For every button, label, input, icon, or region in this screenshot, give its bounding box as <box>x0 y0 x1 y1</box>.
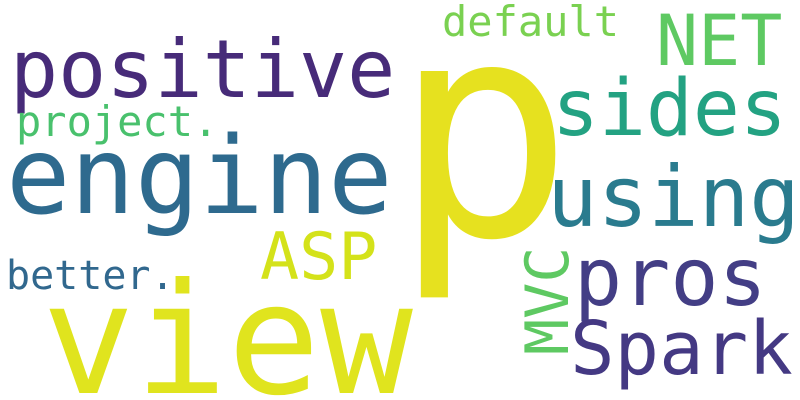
word-sides: sides <box>552 64 787 154</box>
word-pros: pros <box>574 231 767 324</box>
word-p: p <box>393 0 574 306</box>
word-view: view <box>42 251 413 400</box>
word-default: default <box>442 0 620 46</box>
word-using: using <box>547 148 800 246</box>
word-positive: positive <box>10 23 396 116</box>
word-mvc: MVC <box>513 246 583 355</box>
word-asp: ASP <box>260 220 378 295</box>
word-spark: Spark <box>570 306 793 392</box>
word-better: better. <box>6 253 175 299</box>
word-engine: engine <box>6 115 393 239</box>
word-project: project. <box>16 97 219 146</box>
word-net: NET <box>656 0 783 82</box>
